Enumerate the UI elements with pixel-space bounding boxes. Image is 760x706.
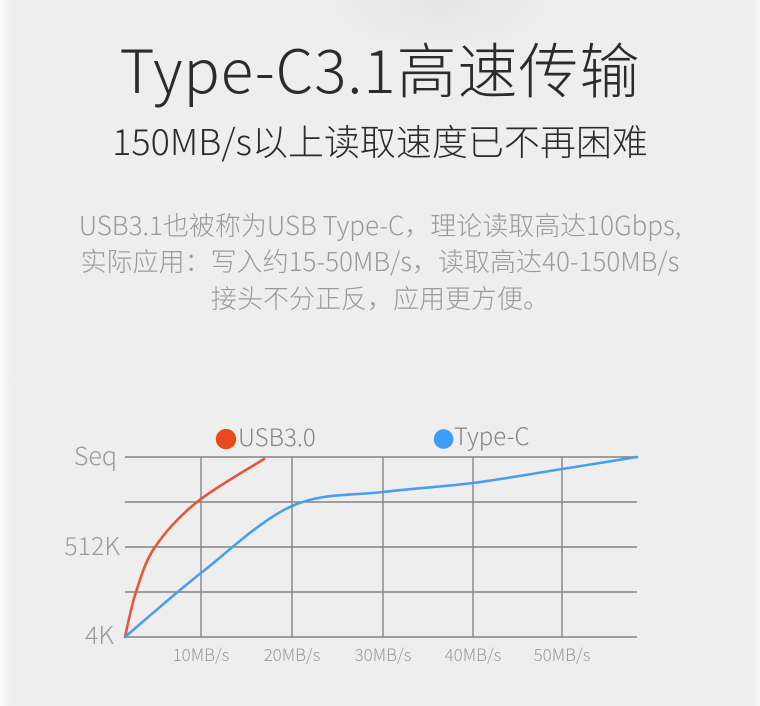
svg-text:40MB/s: 40MB/s [445, 641, 502, 666]
svg-text:30MB/s: 30MB/s [355, 641, 412, 666]
svg-text:Type-C: Type-C [454, 417, 530, 452]
svg-text:4K: 4K [85, 616, 114, 652]
svg-text:10MB/s: 10MB/s [173, 641, 230, 666]
svg-text:Seq: Seq [74, 437, 117, 473]
svg-text:50MB/s: 50MB/s [534, 641, 591, 666]
svg-text:20MB/s: 20MB/s [264, 641, 321, 666]
svg-text:USB3.0: USB3.0 [238, 418, 316, 453]
svg-text:512K: 512K [64, 527, 120, 563]
